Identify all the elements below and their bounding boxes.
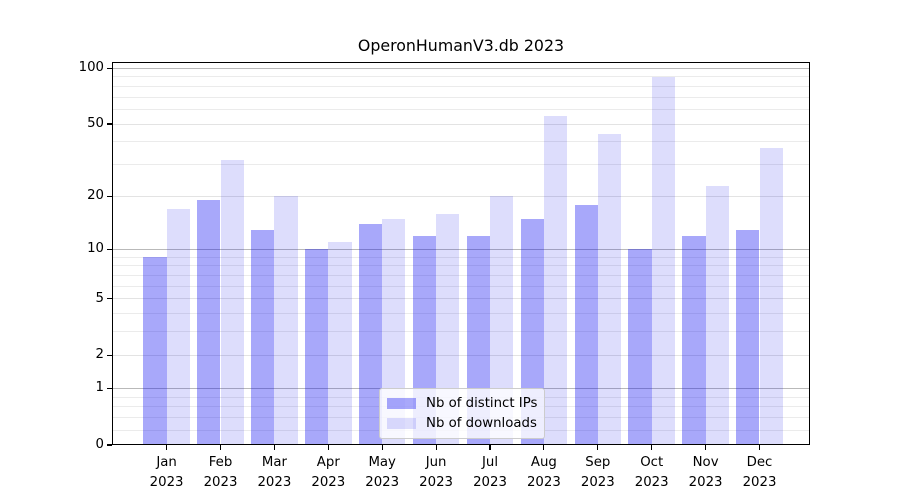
x-tick-label-sep: Sep 2023 bbox=[580, 455, 615, 490]
gridline-y-minor-8 bbox=[112, 265, 810, 267]
bar-distinct-ips-sep bbox=[574, 204, 598, 445]
x-tick-label-mar: Mar 2023 bbox=[257, 455, 292, 490]
x-tick-label-dec: Dec 2023 bbox=[742, 455, 777, 490]
x-tick-label-aug: Aug 2023 bbox=[526, 455, 561, 490]
x-tick-oct bbox=[651, 445, 653, 450]
gridline-y-minor-3 bbox=[112, 331, 810, 333]
gridline-y-10 bbox=[112, 248, 810, 250]
y-tick-label-10: 10 bbox=[87, 241, 104, 257]
bar-distinct-ips-nov bbox=[682, 235, 706, 445]
gridline-y-minor-90 bbox=[112, 76, 810, 78]
bar-downloads-jan bbox=[166, 209, 190, 445]
bar-downloads-dec bbox=[759, 148, 783, 445]
y-tick-label-2: 2 bbox=[95, 347, 104, 363]
x-tick-apr bbox=[327, 445, 329, 450]
y-tick-label-20: 20 bbox=[87, 188, 104, 204]
x-tick-label-jun: Jun 2023 bbox=[419, 455, 454, 490]
x-tick-label-feb: Feb 2023 bbox=[203, 455, 238, 490]
gridline-y-100 bbox=[112, 67, 810, 69]
bar-distinct-ips-jan bbox=[143, 257, 167, 445]
bar-distinct-ips-oct bbox=[628, 249, 652, 445]
bar-downloads-jun bbox=[436, 213, 460, 445]
gridline-y-minor-80 bbox=[112, 85, 810, 87]
bar-distinct-ips-apr bbox=[305, 249, 329, 445]
x-tick-mar bbox=[273, 445, 275, 450]
x-tick-sep bbox=[597, 445, 599, 450]
x-tick-may bbox=[381, 445, 383, 450]
legend-swatch-downloads bbox=[387, 418, 416, 429]
x-tick-label-oct: Oct 2023 bbox=[634, 455, 669, 490]
x-tick-label-nov: Nov 2023 bbox=[688, 455, 723, 490]
bar-distinct-ips-dec bbox=[736, 229, 760, 445]
gridline-y-minor-60 bbox=[112, 108, 810, 110]
gridline-y-minor-40 bbox=[112, 141, 810, 143]
legend-label-downloads: Nb of downloads bbox=[426, 416, 537, 431]
x-tick-jan bbox=[166, 445, 168, 450]
chart-title: OperonHumanV3.db 2023 bbox=[357, 36, 565, 55]
y-tick-0 bbox=[106, 444, 112, 446]
gridline-y-minor-70 bbox=[112, 96, 810, 98]
bar-downloads-feb bbox=[220, 159, 244, 445]
bar-downloads-nov bbox=[705, 185, 729, 445]
x-tick-label-jul: Jul 2023 bbox=[473, 455, 507, 490]
y-tick-100 bbox=[106, 67, 112, 69]
bar-downloads-aug bbox=[543, 116, 568, 445]
x-tick-nov bbox=[705, 445, 707, 450]
x-tick-jul bbox=[489, 445, 491, 450]
legend-item-downloads: Nb of downloads bbox=[387, 416, 537, 431]
x-tick-label-jan: Jan 2023 bbox=[149, 455, 184, 490]
bar-downloads-oct bbox=[651, 76, 675, 445]
y-tick-label-50: 50 bbox=[87, 116, 104, 132]
y-tick-10 bbox=[106, 248, 112, 250]
y-tick-20 bbox=[106, 195, 112, 198]
x-tick-dec bbox=[758, 445, 761, 450]
y-tick-1 bbox=[106, 387, 112, 389]
gridline-y-minor-9 bbox=[112, 256, 810, 258]
bar-distinct-ips-mar bbox=[251, 229, 275, 445]
y-tick-2 bbox=[106, 354, 112, 356]
bar-distinct-ips-may bbox=[358, 223, 383, 445]
gridline-y-2 bbox=[112, 354, 810, 356]
legend-item-distinct-ips: Nb of distinct IPs bbox=[387, 396, 537, 411]
gridline-y-5 bbox=[112, 298, 810, 300]
y-tick-label-5: 5 bbox=[95, 290, 104, 306]
y-tick-label-100: 100 bbox=[78, 60, 104, 76]
gridline-y-minor-7 bbox=[112, 274, 810, 276]
legend: Nb of distinct IPs Nb of downloads bbox=[379, 388, 545, 439]
bar-downloads-apr bbox=[328, 242, 352, 445]
gridline-y-20 bbox=[112, 195, 810, 197]
bar-downloads-jul bbox=[490, 196, 514, 445]
y-tick-label-0: 0 bbox=[95, 437, 104, 452]
x-tick-aug bbox=[543, 445, 545, 450]
gridline-y-minor-6 bbox=[112, 285, 810, 287]
legend-swatch-distinct-ips bbox=[387, 398, 416, 409]
gridline-y-minor-30 bbox=[112, 164, 810, 166]
bar-downloads-sep bbox=[597, 134, 622, 445]
y-tick-5 bbox=[106, 298, 112, 300]
x-tick-jun bbox=[435, 445, 437, 450]
y-tick-label-1: 1 bbox=[95, 380, 104, 396]
y-tick-50 bbox=[106, 123, 112, 125]
bar-distinct-ips-feb bbox=[197, 200, 221, 445]
legend-label-distinct-ips: Nb of distinct IPs bbox=[426, 396, 538, 411]
x-tick-label-may: May 2023 bbox=[365, 455, 400, 490]
bar-downloads-mar bbox=[274, 196, 298, 445]
x-tick-feb bbox=[219, 445, 222, 450]
gridline-y-50 bbox=[112, 123, 810, 125]
gridline-y-minor-4 bbox=[112, 313, 810, 315]
x-tick-label-apr: Apr 2023 bbox=[311, 455, 346, 490]
